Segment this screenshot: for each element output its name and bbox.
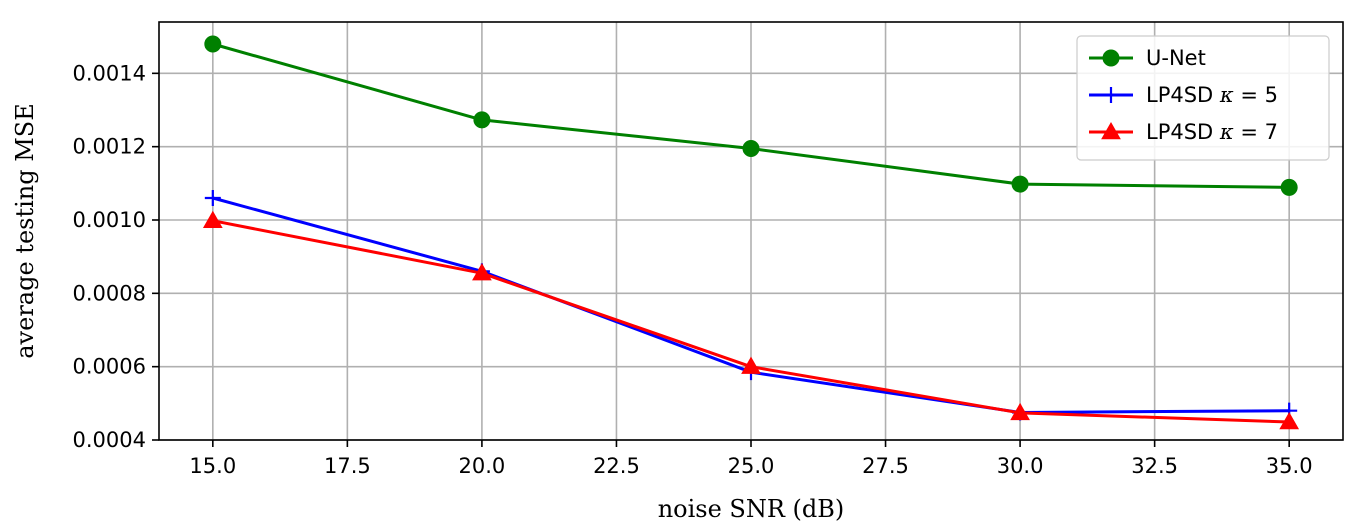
data-point (741, 356, 761, 374)
data-point (472, 263, 492, 281)
legend-label: LP4SD κ = 5 (1146, 83, 1278, 107)
legend-item: LP4SD κ = 5 (1089, 83, 1278, 107)
y-tick-label: 0.0006 (73, 355, 146, 379)
x-tick-label: 35.0 (1266, 454, 1313, 478)
x-tick-label: 17.5 (324, 454, 371, 478)
legend-label-kappa: κ (1219, 83, 1234, 107)
x-axis-title: noise SNR (dB) (658, 495, 845, 523)
y-tick-label: 0.0012 (73, 135, 146, 159)
data-point (742, 140, 760, 157)
data-point (1011, 175, 1029, 193)
series-layer (202, 35, 1300, 430)
y-tick-label: 0.0014 (73, 61, 146, 85)
axis-ticks: 15.0 17.5 20.0 22.5 25.0 27.5 30.0 32.5 35.0 0.00… (73, 61, 1313, 478)
legend-label: U-Net (1146, 46, 1206, 70)
x-tick-label: 20.0 (459, 454, 506, 478)
legend-label-value: = 7 (1234, 120, 1278, 144)
legend-label-prefix: LP4SD (1146, 83, 1220, 107)
y-tick-label: 0.0010 (73, 208, 146, 232)
data-point (204, 190, 221, 206)
legend-label-prefix: U-Net (1146, 46, 1206, 70)
legend-label: LP4SD κ = 7 (1146, 120, 1278, 144)
data-point (473, 111, 491, 129)
x-tick-label: 22.5 (593, 454, 640, 478)
legend-item: U-Net (1089, 46, 1206, 70)
data-point (1279, 412, 1300, 430)
x-tick-label: 32.5 (1131, 454, 1178, 478)
y-tick-label: 0.0008 (73, 281, 146, 305)
legend-label-prefix: LP4SD (1146, 120, 1220, 144)
legend-marker (1103, 87, 1119, 103)
data-point (204, 35, 222, 53)
data-point (202, 210, 223, 228)
x-tick-label: 25.0 (728, 454, 775, 478)
y-tick-label: 0.0004 (73, 428, 146, 452)
series-1 (204, 35, 1298, 196)
legend-label-kappa: κ (1219, 120, 1234, 144)
x-tick-label: 30.0 (997, 454, 1044, 478)
legend-item: LP4SD κ = 7 (1089, 120, 1278, 144)
legend-label-value: = 5 (1234, 83, 1278, 107)
legend-marker (1101, 121, 1121, 140)
legend-box (1076, 35, 1330, 161)
x-tick-label: 27.5 (862, 454, 909, 478)
data-point (1010, 402, 1030, 421)
data-point (1280, 178, 1298, 196)
series-3 (202, 210, 1300, 430)
x-tick-label: 15.0 (189, 454, 236, 478)
y-axis-title: average testing MSE (11, 103, 39, 359)
legend-marker (1102, 49, 1120, 67)
